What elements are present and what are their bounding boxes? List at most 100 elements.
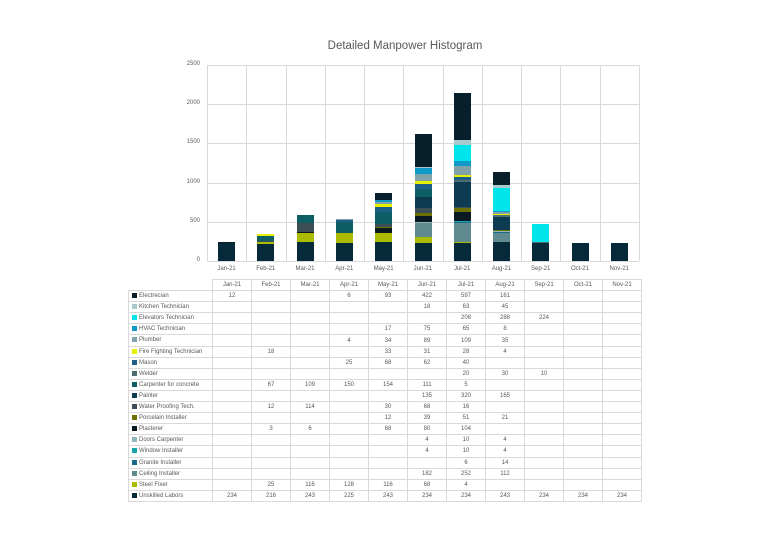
table-cell: [524, 456, 564, 469]
bar-segment: [414, 188, 432, 198]
legend-label: Plumber: [128, 334, 213, 347]
table-row: Unskilled Labors 234 216 243 225 243 234 234 243…: [128, 489, 642, 502]
table-cell: [212, 378, 252, 391]
table-cell: 4: [485, 345, 525, 358]
table-header-cell: Sep-21: [524, 278, 564, 292]
table-cell: [290, 356, 330, 369]
table-row: Mason 25 68 62 40: [128, 356, 642, 369]
bar-segment: [257, 242, 275, 245]
bar-segment: [296, 241, 314, 261]
table-cell: 182: [407, 467, 447, 480]
table-cell: [212, 423, 252, 436]
table-cell: [212, 445, 252, 458]
bar-segment: [257, 240, 275, 242]
table-cell: [368, 456, 408, 469]
table-cell: [563, 478, 603, 491]
legend-label: Carpenter for concrete: [128, 378, 213, 391]
legend-label: Electrecian: [128, 290, 213, 303]
bar-segment: [375, 227, 393, 233]
table-cell: [602, 412, 642, 425]
table-cell: [602, 334, 642, 347]
table-cell: 116: [368, 478, 408, 491]
table-cell: [602, 378, 642, 391]
gridline-vertical: [560, 65, 562, 261]
table-header-cell: Oct-21: [563, 278, 603, 292]
table-cell: 234: [602, 489, 642, 502]
table-cell: [485, 356, 525, 369]
table-cell: 21: [485, 412, 525, 425]
table-cell: 20: [446, 367, 486, 380]
table-cell: [251, 456, 291, 469]
table-cell: 34: [368, 334, 408, 347]
table-cell: [329, 445, 369, 458]
bar-segment: [453, 220, 471, 222]
gridline-vertical: [403, 65, 405, 261]
table-cell: 30: [485, 367, 525, 380]
table-cell: [485, 401, 525, 414]
table-cell: [602, 478, 642, 491]
data-table: Jan-21 Feb-21 Mar-21 Apr-21 May-21 Jun-21 Jul-…: [128, 278, 642, 502]
x-tick-label: Jun-21: [413, 266, 433, 272]
table-row: Window Installer 4 10 4: [128, 445, 642, 458]
table-cell: [329, 467, 369, 480]
stacked-bar: [453, 93, 471, 261]
legend-swatch-icon: [132, 437, 137, 443]
bar-segment: [453, 222, 471, 243]
table-cell: [212, 356, 252, 369]
legend-label: Granite Installer: [128, 456, 213, 469]
table-cell: [602, 423, 642, 436]
bar-segment: [335, 233, 353, 244]
table-header-cell: May-21: [368, 278, 408, 292]
table-row: Welder 20 30 10: [128, 367, 642, 380]
table-cell: [407, 456, 447, 469]
table-cell: [368, 367, 408, 380]
table-cell: [290, 301, 330, 314]
table-cell: 208: [446, 312, 486, 325]
y-tick-label: 500: [189, 217, 200, 224]
stacked-bar: [610, 242, 628, 261]
bar-segment: [296, 214, 314, 224]
table-cell: [251, 389, 291, 403]
legend-label: Kitchen Technician: [128, 301, 213, 314]
table-cell: [602, 356, 642, 369]
table-cell: [329, 367, 369, 380]
bar-segment: [610, 242, 628, 261]
gridline-vertical: [599, 65, 601, 261]
bar-segment: [493, 188, 511, 211]
bar-segment: [414, 216, 432, 223]
table-cell: [329, 389, 369, 403]
table-cell: 10: [446, 434, 486, 447]
table-cell: [290, 456, 330, 469]
bar-segment: [375, 193, 393, 201]
table-cell: [563, 356, 603, 369]
table-cell: 80: [407, 423, 447, 436]
bar-segment: [257, 235, 275, 241]
bar-segment: [453, 174, 471, 178]
table-header-cell: Mar-21: [290, 278, 330, 292]
table-row: Doors Carpenter 4 10 4: [128, 434, 642, 447]
legend-swatch-icon: [132, 392, 137, 398]
table-cell: 8: [485, 323, 525, 336]
table-cell: [602, 367, 642, 380]
table-cell: [290, 334, 330, 347]
table-cell: 89: [407, 334, 447, 347]
legend-swatch-icon: [132, 337, 137, 343]
table-cell: [524, 423, 564, 436]
legend-label: Porcelain Installer: [128, 412, 213, 425]
legend-swatch-icon: [132, 481, 137, 487]
table-cell: [602, 345, 642, 358]
table-header-cell: Apr-21: [329, 278, 369, 292]
table-cell: [290, 434, 330, 447]
table-cell: [368, 467, 408, 480]
table-cell: 422: [407, 290, 447, 303]
table-cell: [212, 334, 252, 347]
table-cell: [524, 478, 564, 491]
bar-segment: [335, 221, 353, 234]
bar-segment: [571, 242, 589, 261]
table-cell: 31: [407, 345, 447, 358]
legend-label: Fire Fighting Technician: [128, 345, 213, 358]
table-cell: [251, 412, 291, 425]
table-cell: [212, 323, 252, 336]
table-cell: [290, 323, 330, 336]
bar-segment: [453, 221, 471, 223]
